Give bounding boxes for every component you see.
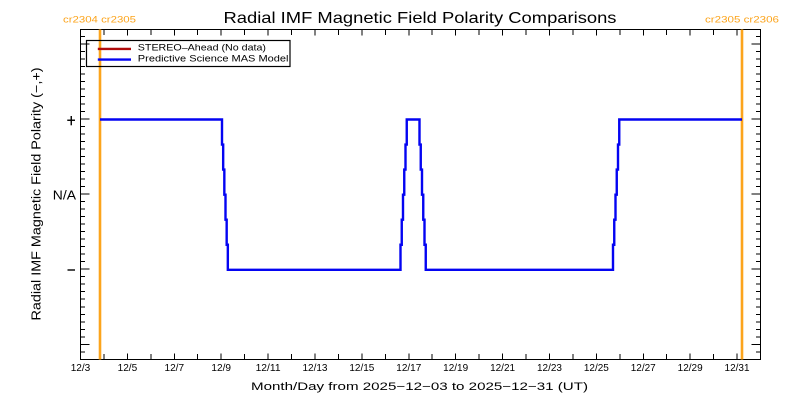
svg-text:12/23: 12/23 [537,363,562,374]
svg-text:12/31: 12/31 [725,363,750,374]
svg-text:12/13: 12/13 [302,363,327,374]
svg-text:Radial IMF Magnetic Field Pola: Radial IMF Magnetic Field Polarity Compa… [224,10,617,27]
svg-text:12/5: 12/5 [118,363,138,374]
svg-text:12/3: 12/3 [71,363,91,374]
svg-text:cr2304 cr2305: cr2304 cr2305 [63,15,136,25]
svg-text:STEREO–Ahead (No data): STEREO–Ahead (No data) [138,43,266,54]
svg-text:Predictive Science MAS Model: Predictive Science MAS Model [138,53,289,64]
svg-text:12/29: 12/29 [678,363,703,374]
svg-text:12/17: 12/17 [396,363,421,374]
svg-text:Month/Day from 2025−12−03 to 2: Month/Day from 2025−12−03 to 2025−12−31 … [251,381,588,393]
svg-text:12/11: 12/11 [256,363,281,374]
svg-text:12/15: 12/15 [349,363,374,374]
svg-text:N/A: N/A [53,188,76,203]
svg-text:12/19: 12/19 [443,363,468,374]
svg-text:12/7: 12/7 [164,363,184,374]
svg-text:12/25: 12/25 [584,363,609,374]
svg-text:Radial IMF Magnetic Field Pola: Radial IMF Magnetic Field Polarity (−,+) [30,67,44,320]
svg-text:cr2305 cr2306: cr2305 cr2306 [705,15,779,25]
svg-text:12/27: 12/27 [631,363,656,374]
svg-text:12/21: 12/21 [490,363,515,374]
svg-text:12/9: 12/9 [211,363,231,374]
